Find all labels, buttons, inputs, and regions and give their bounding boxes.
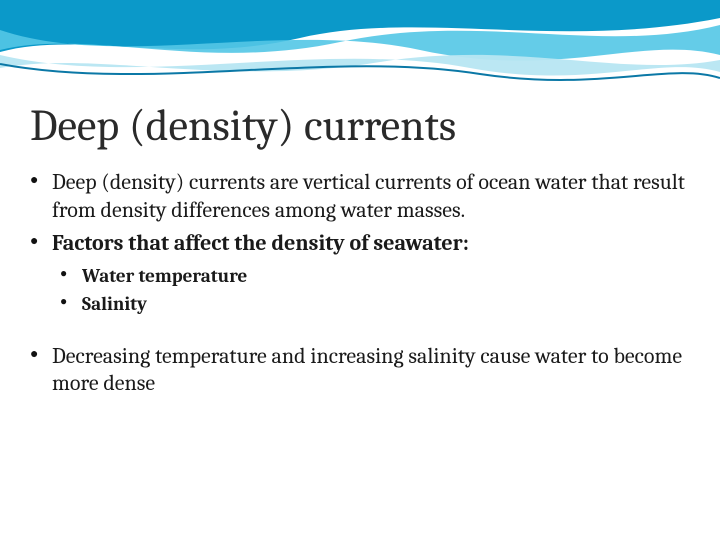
slide-content: Deep (density) currents Deep (density) c… [30,100,690,404]
bullet-list: Deep (density) currents are vertical cur… [30,169,690,398]
vertical-spacer [30,321,690,343]
bullet-level-1: Decreasing temperature and increasing sa… [30,343,690,398]
bullet-level-2: Salinity [60,292,690,317]
wave-banner-decor [0,0,720,95]
bullet-level-1: Factors that affect the density of seawa… [30,230,690,258]
slide-title: Deep (density) currents [30,100,690,151]
bullet-level-2: Water temperature [60,264,690,289]
bullet-level-1: Deep (density) currents are vertical cur… [30,169,690,224]
